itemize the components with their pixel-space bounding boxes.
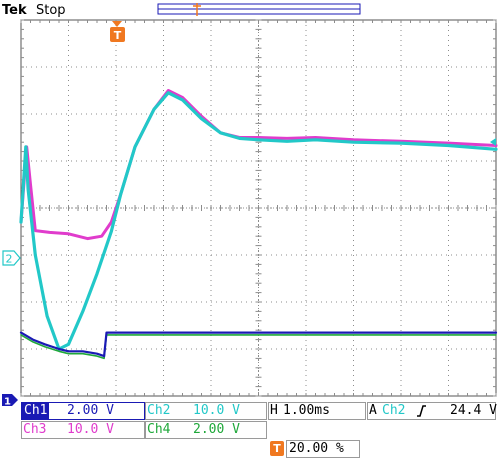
ch4-readout[interactable]: Ch4 2.00 V [145,421,267,439]
brand-label: Tek [2,3,27,18]
trace-ch4 [20,334,497,360]
trigger-level-icon[interactable] [490,138,496,146]
record-view-bar [157,3,361,15]
ch3-readout[interactable]: Ch3 10.0 V [21,421,145,439]
run-state-label: Stop [36,3,66,18]
horizontal-readout-value: 1.00ms [283,403,330,418]
ch4-readout-label: Ch4 [147,422,171,437]
trigger-readout-label: A [369,403,377,418]
ch1-readout-value: 2.00 V [67,403,114,418]
graticule-grid [20,19,497,397]
ch2-readout-label: Ch2 [147,403,171,418]
trace-ch2 [19,91,498,351]
rising-edge-icon [417,405,426,417]
ch2-ground-label: 2 [6,253,13,266]
ch4-readout-value: 2.00 V [193,422,240,437]
ch1-readout-label: Ch1 [22,403,50,419]
trigger-position-icon[interactable]: T [110,21,125,42]
ch1-ground-label: 1 [4,397,11,408]
position-readout[interactable]: T 20.00 % [270,440,360,458]
horizontal-readout-label: H [270,403,278,418]
ch2-ground-marker[interactable]: 2 [2,250,21,266]
ch3-readout-label: Ch3 [23,422,47,437]
trigger-source: Ch2 [382,403,406,418]
waveform-traces [19,89,498,360]
ch2-readout[interactable]: Ch2 10.0 V [145,402,267,420]
ch1-ground-marker[interactable]: 1 [2,394,18,408]
ch2-readout-value: 10.0 V [193,403,240,418]
position-t-icon: T [270,441,284,456]
trigger-readout[interactable]: A Ch2 24.4 V [367,402,497,420]
ch3-readout-value: 10.0 V [67,422,114,437]
ch1-readout[interactable]: Ch1 2.00 V [21,402,145,420]
horizontal-readout[interactable]: H 1.00ms [268,402,366,420]
trigger-level: 24.4 V [450,403,497,418]
position-readout-value: 20.00 % [289,441,344,456]
trace-ch1 [19,331,498,358]
record-trigger-icon [193,3,201,16]
trigger-marker-label: T [114,29,122,42]
